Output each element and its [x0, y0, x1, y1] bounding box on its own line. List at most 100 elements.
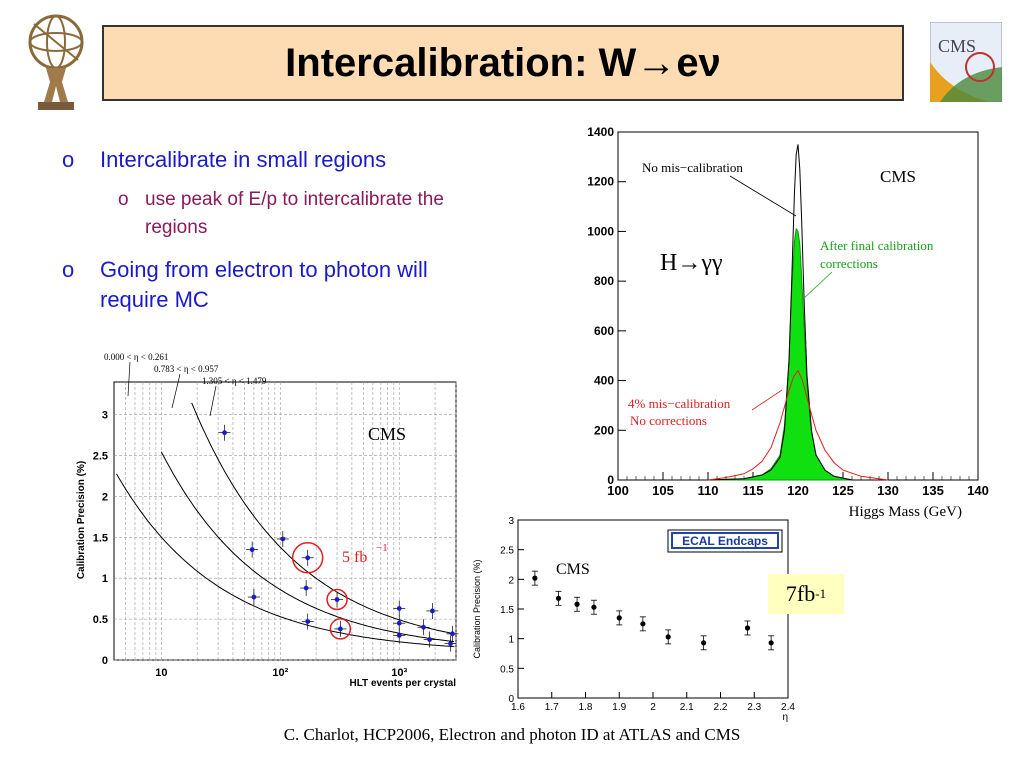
- data-point: [448, 641, 453, 647]
- x-tick-label: 10²: [272, 667, 288, 679]
- y-axis-label-2: Calibration Precision (%): [76, 461, 87, 579]
- atlas-logo: [20, 12, 92, 112]
- x-tick-label: 105: [652, 483, 674, 498]
- bullet-2-line1: use peak of E/p to intercalibrate the: [145, 189, 444, 210]
- series-miscalibration: [707, 369, 889, 481]
- data-point: [640, 621, 646, 627]
- eta-label-2: 0.783 < η < 0.957: [154, 364, 219, 374]
- data-point: [744, 625, 751, 631]
- data-point: [427, 637, 433, 642]
- series-no-miscalibration: [707, 144, 853, 481]
- x-tick-label: 10: [155, 667, 167, 679]
- annotation-no-miscalibration: No mis−calibration: [642, 160, 743, 175]
- bullet-3-line2: require MC: [100, 287, 209, 312]
- annotation-lumi: 5 fb: [342, 549, 367, 566]
- eta-pointer-1: [127, 361, 131, 397]
- precision-vs-eta-chart: 1.6 1.7 1.8 1.9 2 2.1 2.2 2.3 2.4 0 0.5 1 1.5 2 2.5 3 E…: [472, 516, 795, 723]
- x-tick-label: 1.7: [545, 702, 559, 713]
- y-axis-label-3: Calibration Precision (%): [472, 559, 482, 658]
- y-tick-label: 0: [102, 655, 108, 667]
- no-miscal-pointer: [729, 175, 797, 217]
- bullet-2: o use peak of E/p to intercalibrate the r…: [118, 186, 558, 242]
- data-point: [450, 631, 455, 637]
- x-tick-label: 10³: [391, 667, 407, 679]
- annotation-cms-2: CMS: [368, 424, 406, 444]
- data-point: [665, 634, 671, 640]
- x-tick-label: 110: [698, 483, 719, 498]
- x-tick-label: 100: [607, 483, 629, 498]
- bullet-1: o Intercalibrate in small regions: [62, 145, 532, 175]
- data-point: [574, 601, 580, 607]
- annotation-cms-3: CMS: [556, 561, 590, 578]
- highlight-circle: [329, 618, 352, 640]
- data-point: [430, 608, 435, 614]
- y-tick-label: 0.5: [500, 664, 514, 675]
- x-tick-label: 115: [743, 483, 764, 498]
- x-tick-label: 2.1: [680, 702, 694, 713]
- y-tick-label: 1400: [587, 125, 614, 139]
- data-point: [280, 536, 286, 542]
- y-tick-label: 3: [508, 516, 514, 527]
- data-point: [701, 640, 707, 646]
- x-axis-label: Higgs Mass (GeV): [849, 504, 962, 520]
- x-tick-label: 1.6: [511, 702, 525, 713]
- annotation-after-calibration-1: After final calibration: [820, 238, 934, 253]
- after-cal-pointer: [801, 271, 833, 301]
- y-tick-label: 0: [508, 694, 514, 705]
- eta-label-1: 0.000 < η < 0.261: [104, 352, 168, 362]
- y-tick-label: 2.5: [93, 451, 108, 463]
- data-point: [532, 575, 538, 581]
- bullet-3-marker: o: [62, 257, 75, 282]
- highlight-circle: [291, 542, 324, 574]
- x-tick-label: 2.3: [747, 702, 761, 713]
- x-tick-label: 2.2: [714, 702, 728, 713]
- annotation-after-calibration-2: corrections: [820, 256, 878, 271]
- cms-logo: CMS: [929, 21, 1003, 103]
- data-point: [616, 615, 622, 621]
- x-tick-label: 135: [922, 483, 944, 498]
- annotation-process: H→γγ: [660, 250, 723, 276]
- fit-curve-2: [160, 451, 455, 643]
- y-tick-label: 1: [102, 573, 108, 585]
- x-axis-label-2: HLT events per crystal: [349, 678, 456, 689]
- annotation-miscal-1: 4% mis−calibration: [628, 396, 731, 411]
- fit-curve-1: [116, 473, 455, 648]
- y-tick-label: 1000: [587, 224, 614, 238]
- data-point: [396, 620, 402, 626]
- data-point: [396, 606, 402, 611]
- y-tick-label: 400: [594, 374, 614, 388]
- x-tick-label: 1.9: [612, 702, 626, 713]
- data-point: [337, 626, 343, 632]
- bullet-3: o Going from electron to photon will requ…: [62, 255, 542, 315]
- y-tick-label: 1.5: [93, 532, 108, 544]
- y-tick-label: 800: [594, 274, 614, 288]
- miscal-pointer: [751, 389, 783, 411]
- y-tick-label: 600: [594, 324, 614, 338]
- legend-endcaps: ECAL Endcaps: [682, 534, 768, 548]
- bullet-3-line1: Going from electron to photon will: [100, 257, 428, 282]
- y-tick-label: 1200: [587, 175, 614, 189]
- x-axis-label-3: η: [782, 712, 788, 723]
- data-point: [222, 430, 227, 436]
- bullet-2-marker: o: [118, 189, 129, 210]
- data-point: [396, 633, 402, 638]
- data-point: [334, 597, 340, 602]
- y-tick-label: 200: [594, 423, 614, 437]
- annotation-lumi-sup: −1: [376, 542, 388, 554]
- annotation-miscal-2: No corrections: [630, 413, 707, 428]
- annotation-cms: CMS: [880, 167, 916, 186]
- x-tick-label: 2: [650, 702, 656, 713]
- slide-title: Intercalibration: W → eν: [102, 25, 904, 101]
- x-tick-label: 1.8: [579, 702, 593, 713]
- eta-pointer-2: [171, 373, 181, 409]
- fit-curve-3: [191, 402, 456, 635]
- x-tick-label: 125: [832, 483, 854, 498]
- x-tick-label: 130: [877, 483, 899, 498]
- eta-pointer-3: [209, 385, 217, 417]
- data-point: [303, 585, 309, 591]
- title-arrow: →: [636, 40, 677, 85]
- data-point: [249, 547, 255, 553]
- lumi-box-sup: -1: [815, 586, 827, 601]
- data-point: [251, 594, 257, 600]
